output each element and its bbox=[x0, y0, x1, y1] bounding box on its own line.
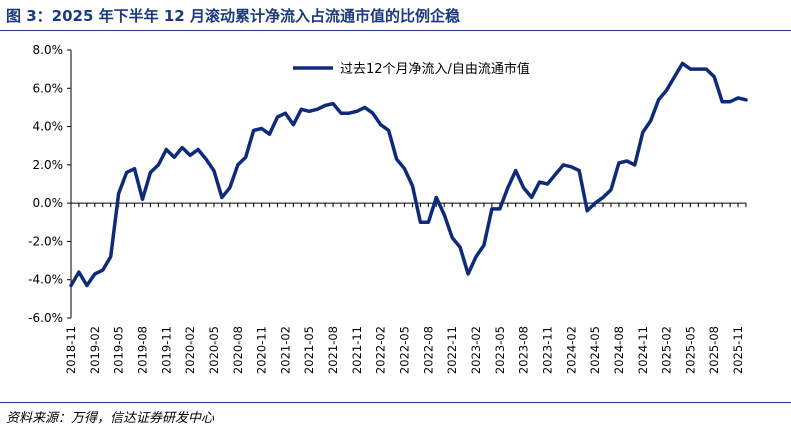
legend: 过去12个月净流入/自由流通市值 bbox=[293, 61, 530, 77]
x-tick-label: 2024-11 bbox=[636, 326, 650, 374]
x-tick-label: 2024-08 bbox=[612, 326, 626, 374]
x-tick-label: 2024-02 bbox=[564, 326, 578, 374]
series-line bbox=[69, 61, 748, 288]
y-tick-label: 0.0% bbox=[33, 196, 64, 210]
source-note: 资料来源：万得，信达证券研发中心 bbox=[6, 411, 215, 426]
x-tick-label: 2020-11 bbox=[255, 326, 269, 374]
x-tick-label: 2022-11 bbox=[445, 326, 459, 374]
x-tick-label: 2020-02 bbox=[183, 326, 197, 374]
title-rule bbox=[0, 30, 791, 31]
x-tick-label: 2022-05 bbox=[398, 326, 412, 374]
x-tick-label: 2021-02 bbox=[278, 326, 292, 374]
x-tick-label: 2023-11 bbox=[540, 326, 554, 374]
x-tick-label: 2018-11 bbox=[64, 326, 78, 374]
x-tick-label: 2025-05 bbox=[683, 326, 697, 374]
x-tick-label: 2019-02 bbox=[88, 326, 102, 374]
y-tick-label: 4.0% bbox=[33, 120, 64, 134]
y-tick-label: 6.0% bbox=[33, 81, 64, 95]
x-axis: 2018-11 2019-02 2019-05 2019-08 2019-11 2020-… bbox=[64, 202, 747, 374]
y-tick-label: -4.0% bbox=[28, 273, 63, 287]
x-tick-label: 2021-08 bbox=[326, 326, 340, 374]
x-tick-label: 2022-08 bbox=[421, 326, 435, 374]
x-tick-label: 2019-08 bbox=[135, 326, 149, 374]
x-tick-label: 2019-05 bbox=[112, 326, 126, 374]
y-tick-label: 2.0% bbox=[33, 158, 64, 172]
x-tick-label: 2023-08 bbox=[517, 326, 531, 374]
x-tick-label: 2025-11 bbox=[731, 326, 745, 374]
x-tick-label: 2023-02 bbox=[469, 326, 483, 374]
legend-label: 过去12个月净流入/自由流通市值 bbox=[340, 61, 530, 77]
x-tick-label: 2023-05 bbox=[493, 326, 507, 374]
x-tick-label: 2020-08 bbox=[231, 326, 245, 374]
series-group bbox=[69, 61, 748, 288]
y-tick-label: 8.0% bbox=[33, 43, 64, 57]
y-axis: -6.0% -4.0% -2.0% 0.0% 2.0% 4.0% 6.0% 8.0% bbox=[28, 43, 72, 325]
x-tick-label: 2025-08 bbox=[707, 326, 721, 374]
line-chart: -6.0% -4.0% -2.0% 0.0% 2.0% 4.0% 6.0% 8.0% 2018… bbox=[28, 43, 748, 374]
x-tick-label: 2021-05 bbox=[302, 326, 316, 374]
x-tick-label: 2022-02 bbox=[374, 326, 388, 374]
source-rule bbox=[0, 402, 791, 403]
x-tick-label: 2024-05 bbox=[588, 326, 602, 374]
x-tick-label: 2025-02 bbox=[660, 326, 674, 374]
x-tick-label: 2020-05 bbox=[207, 326, 221, 374]
x-tick-label: 2021-11 bbox=[350, 326, 364, 374]
figure-title: 图 3：2025 年下半年 12 月滚动累计净流入占流通市值的比例企稳 bbox=[6, 7, 460, 25]
y-tick-label: -6.0% bbox=[28, 311, 63, 325]
x-tick-label: 2019-11 bbox=[159, 326, 173, 374]
y-tick-label: -2.0% bbox=[28, 234, 63, 248]
